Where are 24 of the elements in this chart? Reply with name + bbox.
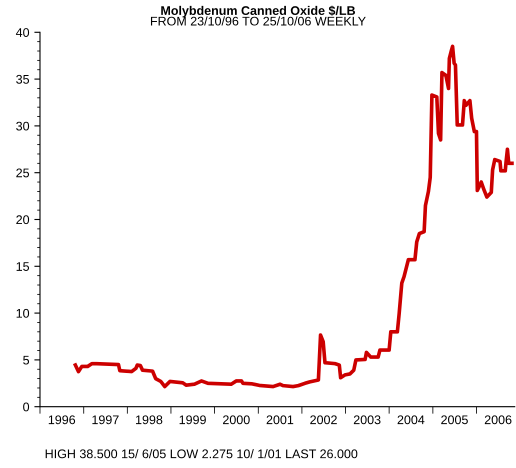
x-tick-label: 2000 [223, 415, 250, 424]
x-tick-label: 2004 [398, 415, 424, 424]
chart-subtitle: FROM 23/10/96 TO 25/10/06 WEEKLY [150, 16, 366, 26]
x-tick-label: 2006 [484, 415, 512, 424]
y-tick-label: 5 [23, 356, 30, 365]
x-tick-label: 1998 [136, 415, 162, 424]
x-tick-label: 1996 [48, 415, 76, 424]
line-series [74, 44, 514, 388]
x-tick-label: 2005 [441, 415, 468, 424]
y-tick-label: 40 [16, 28, 30, 37]
y-tick-label: 20 [16, 215, 30, 224]
x-tick-label: 2001 [266, 415, 294, 424]
y-tick-label: 35 [16, 74, 30, 84]
x-tick-label: 2003 [354, 415, 380, 424]
x-tick-label: 1997 [92, 415, 119, 424]
y-tick-label: 0 [23, 402, 30, 412]
text: HIGH 38.500 15/ 6/05 LOW 2.275 10/ 1/01 LAST 26.000 [46, 449, 358, 458]
x-tick-label: 2002 [310, 415, 337, 424]
chart-title: Molybdenum Canned Oxide $/LB [161, 6, 356, 18]
y-tick-label: 10 [16, 308, 30, 318]
y-tick-label: 30 [16, 122, 30, 131]
y-tick-label: 25 [16, 168, 30, 178]
x-tick-label: 1999 [180, 415, 206, 424]
y-tick-label: 15 [16, 262, 30, 271]
